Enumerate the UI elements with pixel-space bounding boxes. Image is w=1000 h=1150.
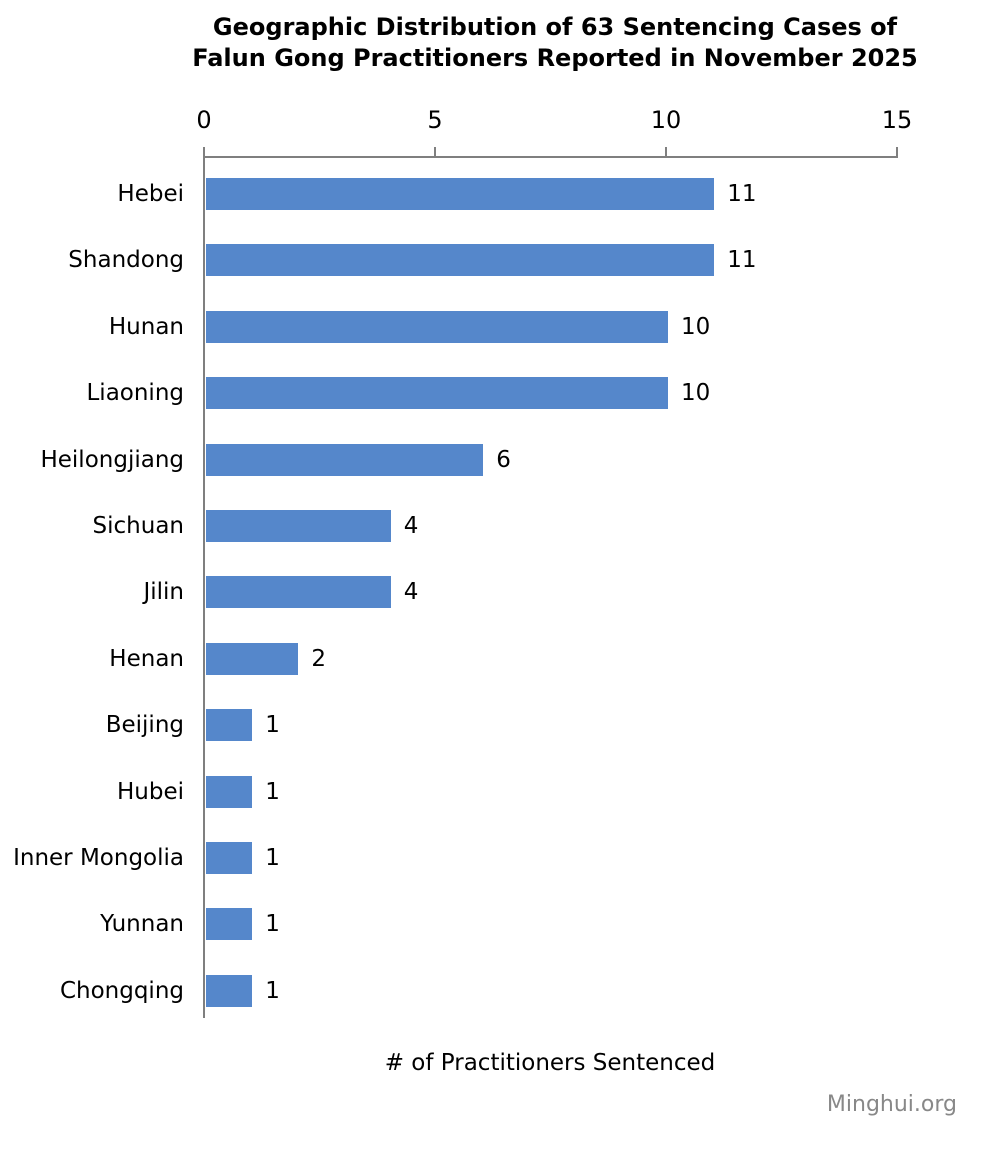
value-label: 1 bbox=[265, 778, 280, 805]
bar bbox=[206, 510, 391, 542]
bar bbox=[206, 642, 299, 675]
value-label: 10 bbox=[681, 313, 711, 340]
chart-title: Geographic Distribution of 63 Sentencing… bbox=[110, 12, 1000, 74]
bar bbox=[206, 775, 253, 808]
value-label: 1 bbox=[265, 911, 280, 938]
value-label: 4 bbox=[403, 579, 419, 606]
category-label: Liaoning bbox=[86, 380, 184, 407]
bar bbox=[206, 244, 715, 277]
bar bbox=[206, 576, 391, 609]
bar bbox=[206, 974, 253, 1007]
watermark: Minghui.org bbox=[826, 1092, 957, 1117]
bar bbox=[206, 908, 253, 941]
x-axis-tick-mark bbox=[434, 147, 436, 158]
value-label: 11 bbox=[727, 181, 757, 207]
x-axis-tick-label: 10 bbox=[650, 106, 682, 134]
x-axis-tick-mark bbox=[665, 147, 667, 158]
bar bbox=[206, 842, 253, 874]
bar bbox=[206, 178, 715, 210]
category-label: Hebei bbox=[117, 181, 184, 207]
chart-title-line-1: Geographic Distribution of 63 Sentencing… bbox=[212, 13, 898, 41]
value-label: 10 bbox=[681, 380, 711, 407]
x-axis-tick-label: 5 bbox=[427, 106, 443, 134]
value-label: 2 bbox=[311, 645, 327, 672]
bar bbox=[206, 443, 484, 476]
x-axis-tick-label: 15 bbox=[881, 106, 913, 134]
category-label: Chongqing bbox=[59, 977, 184, 1004]
y-axis-line bbox=[203, 147, 205, 1018]
category-label: Inner Mongolia bbox=[13, 845, 184, 871]
category-label: Heilongjiang bbox=[40, 446, 184, 473]
x-axis-line bbox=[204, 156, 898, 158]
category-label: Jilin bbox=[143, 579, 184, 606]
category-label: Beijing bbox=[105, 712, 184, 739]
x-axis-tick-mark bbox=[896, 147, 898, 158]
bar bbox=[206, 709, 253, 742]
category-label: Hubei bbox=[116, 778, 184, 805]
bar bbox=[206, 310, 668, 343]
chart-title-line-2: Falun Gong Practitioners Reported in Nov… bbox=[192, 44, 918, 72]
value-label: 1 bbox=[265, 977, 280, 1004]
category-label: Sichuan bbox=[92, 513, 184, 539]
bar bbox=[206, 377, 668, 410]
value-label: 1 bbox=[265, 712, 280, 739]
category-label: Hunan bbox=[108, 313, 184, 340]
category-label: Yunnan bbox=[100, 911, 184, 938]
value-label: 6 bbox=[496, 446, 511, 473]
value-label: 11 bbox=[727, 247, 757, 274]
value-label: 1 bbox=[265, 845, 280, 871]
category-label: Shandong bbox=[68, 247, 184, 274]
category-label: Henan bbox=[109, 645, 184, 672]
x-axis-title: # of Practitioners Sentenced bbox=[384, 1050, 716, 1076]
value-label: 4 bbox=[403, 513, 419, 539]
x-axis-tick-label: 0 bbox=[196, 106, 212, 134]
